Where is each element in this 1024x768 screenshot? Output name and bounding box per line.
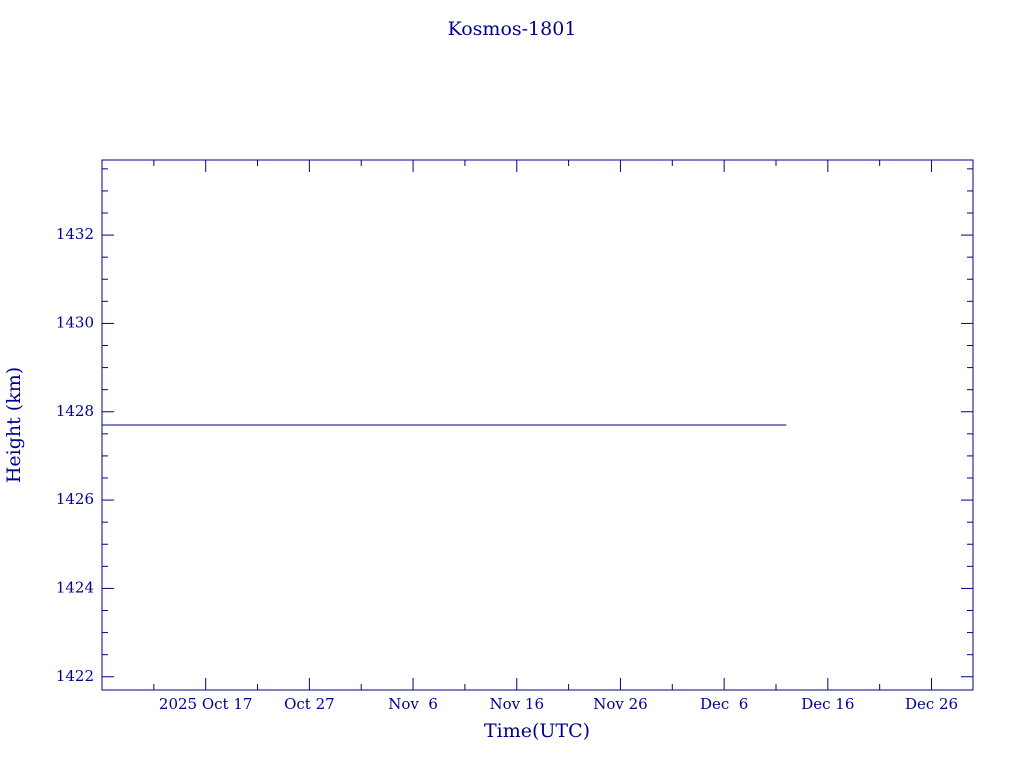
x-tick-label: Nov 16 <box>490 695 545 713</box>
x-axis-label: Time(UTC) <box>484 720 590 742</box>
x-tick-label: Dec 6 <box>700 695 748 713</box>
x-tick-label: Nov 26 <box>593 695 648 713</box>
x-tick-label: Nov 6 <box>388 695 438 713</box>
y-tick-label: 1424 <box>56 578 94 596</box>
x-tick-label: 2025 Oct 17 <box>159 695 253 713</box>
x-tick-label: Oct 27 <box>284 695 335 713</box>
chart-title: Kosmos-1801 <box>448 18 577 40</box>
y-tick-label: 1428 <box>56 402 94 420</box>
y-tick-label: 1426 <box>56 490 94 508</box>
y-tick-label: 1432 <box>56 225 94 243</box>
y-tick-label: 1430 <box>56 313 94 331</box>
y-tick-label: 1422 <box>56 667 94 685</box>
y-axis-label: Height (km) <box>3 367 25 483</box>
x-tick-label: Dec 26 <box>905 695 958 713</box>
x-tick-label: Dec 16 <box>801 695 854 713</box>
